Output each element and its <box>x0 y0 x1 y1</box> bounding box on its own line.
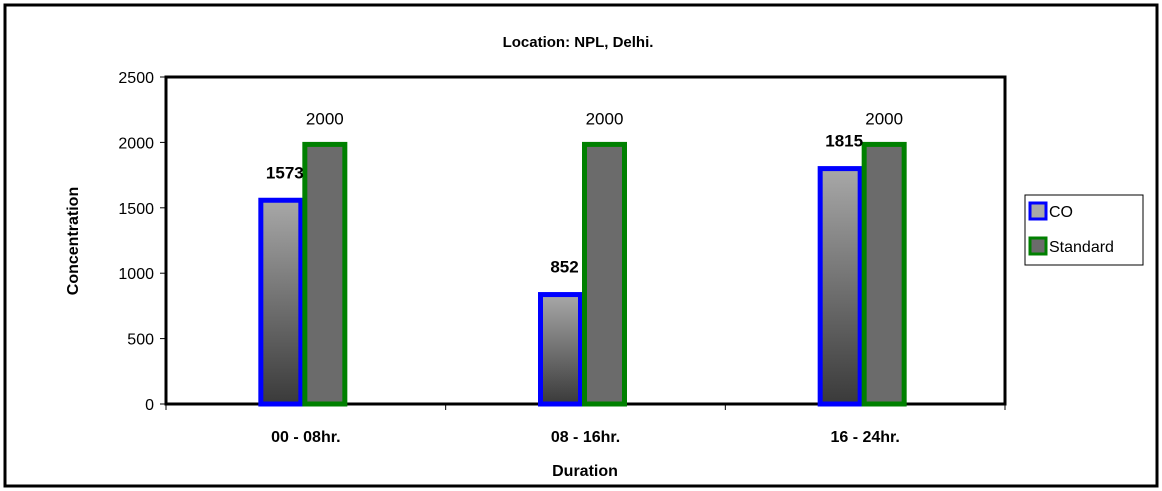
data-label-standard: 2000 <box>865 109 903 128</box>
data-label-standard: 2000 <box>306 109 344 128</box>
data-label-co: 1573 <box>266 163 304 182</box>
chart-title: Location: NPL, Delhi. <box>503 34 654 51</box>
x-category-label: 08 - 16hr. <box>551 429 620 446</box>
bar-co <box>817 166 863 407</box>
y-tick-label: 1000 <box>118 266 154 283</box>
x-axis-ticks: 00 - 08hr. 08 - 16hr. 16 - 24hr. <box>165 404 1006 446</box>
y-tick-label: 2500 <box>118 70 154 87</box>
legend-label-co: CO <box>1049 204 1073 221</box>
x-axis-title: Duration <box>552 463 618 480</box>
bar-standard <box>582 141 627 407</box>
legend-swatch-co <box>1028 201 1048 221</box>
legend-label-standard: Standard <box>1049 239 1114 256</box>
y-tick-label: 0 <box>145 397 154 414</box>
data-label-co: 1815 <box>825 132 863 151</box>
legend: CO Standard <box>1024 194 1144 266</box>
x-category-label: 16 - 24hr. <box>830 429 899 446</box>
y-tick-label: 1500 <box>118 201 154 218</box>
data-label-co: 852 <box>550 258 578 277</box>
x-category-label: 00 - 08hr. <box>271 429 340 446</box>
bar-standard <box>302 141 348 407</box>
y-axis-title: Concentration <box>65 187 82 295</box>
bar-series <box>258 141 907 407</box>
bar-co <box>258 197 304 407</box>
y-tick-label: 500 <box>127 332 154 349</box>
data-label-standard: 2000 <box>586 109 624 128</box>
y-axis-ticks: 0 500 1000 1500 2000 2500 <box>118 70 166 414</box>
y-tick-label: 2000 <box>118 135 154 152</box>
bar-co <box>538 292 583 407</box>
bar-standard <box>861 141 907 407</box>
legend-swatch-standard <box>1028 236 1048 256</box>
